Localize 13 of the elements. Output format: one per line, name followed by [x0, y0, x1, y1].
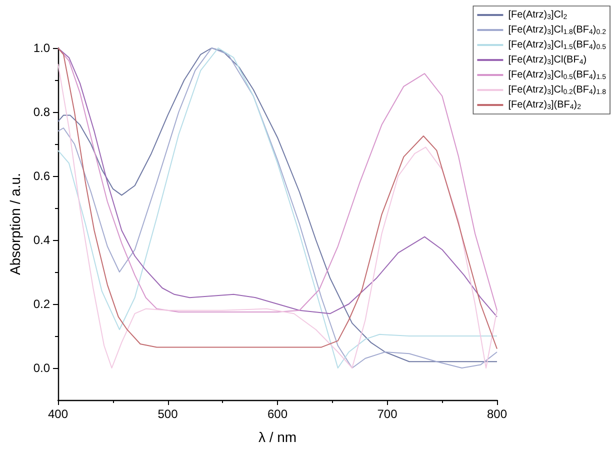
x-tick-label: 600: [267, 407, 288, 421]
y-tick-label: 0.8: [33, 105, 50, 119]
x-tick-label: 500: [158, 407, 178, 421]
y-tick-label: 0.6: [33, 169, 50, 183]
x-axis-title: λ / nm: [258, 429, 297, 445]
x-tick-label: 800: [486, 407, 508, 421]
y-axis-title: Absorption / a.u.: [7, 173, 23, 275]
y-tick-label: 0.0: [33, 361, 50, 375]
y-tick-label: 1.0: [33, 41, 50, 55]
y-tick-label: 0.2: [33, 297, 50, 311]
x-tick-label: 400: [48, 407, 68, 421]
y-tick-label: 0.4: [33, 233, 50, 247]
x-tick-label: 700: [377, 407, 398, 421]
